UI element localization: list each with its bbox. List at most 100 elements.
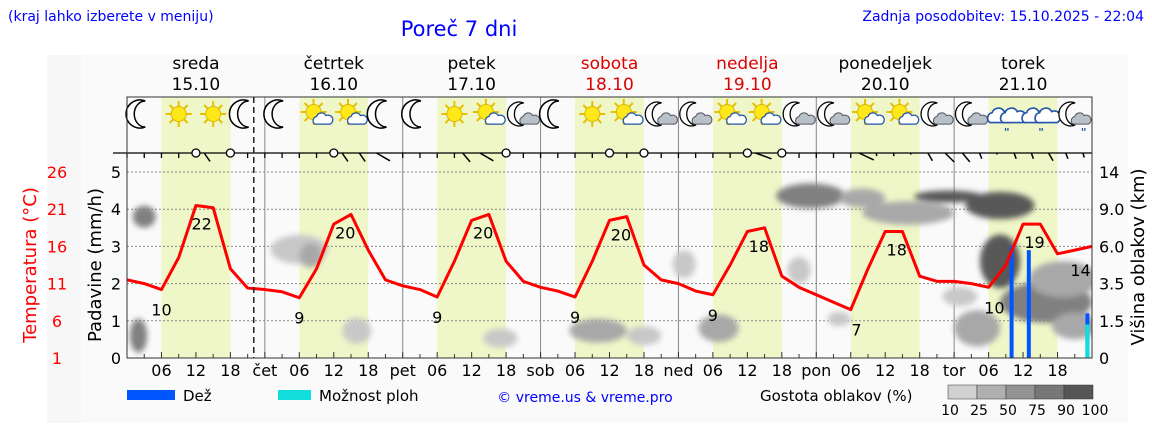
wind-barb bbox=[927, 152, 934, 162]
wind-calm-marker bbox=[191, 148, 201, 158]
colorbar-swatch bbox=[1034, 384, 1065, 400]
cloud-patch bbox=[954, 310, 1001, 347]
day-date: 15.10 bbox=[172, 75, 221, 95]
temp-extreme-label: 9 bbox=[432, 308, 442, 327]
x-tick-label: 12 bbox=[461, 361, 481, 380]
day-name: torek bbox=[1001, 54, 1045, 74]
legend-rain-swatch bbox=[127, 390, 175, 400]
cloud-patch bbox=[1028, 260, 1092, 298]
day-name: sreda bbox=[172, 54, 219, 74]
cloud-height-tick: 3.5 bbox=[1099, 275, 1124, 294]
temp-extreme-label: 7 bbox=[851, 321, 861, 340]
rain-drops-icon: " bbox=[1038, 126, 1044, 139]
colorbar-tick: 100 bbox=[1082, 403, 1109, 419]
cloud-patch bbox=[342, 317, 372, 344]
cloud-patch bbox=[569, 318, 627, 343]
cloud-height-tick: 1.5 bbox=[1099, 312, 1124, 331]
wind-barb bbox=[961, 152, 971, 163]
x-tick-label: 12 bbox=[324, 361, 344, 380]
x-tick-label: 18 bbox=[1047, 361, 1067, 380]
day-date: 21.10 bbox=[999, 75, 1048, 95]
rain-drops-icon: " bbox=[1004, 126, 1010, 139]
cloud-patch bbox=[913, 190, 983, 203]
temperature-line bbox=[126, 203, 1093, 312]
wind-calm-marker bbox=[742, 148, 753, 158]
daylight-band bbox=[712, 97, 782, 358]
daylight-band bbox=[850, 97, 920, 358]
x-tick-label: 12 bbox=[737, 361, 757, 380]
precip-tick: 5 bbox=[111, 163, 121, 182]
temp-tick: 16 bbox=[47, 237, 67, 256]
temperature-axis-title: Temperatura (°C) bbox=[20, 187, 41, 344]
rain-drops-icon: " bbox=[1081, 126, 1087, 139]
cloud-height-tick: 6.0 bbox=[1099, 237, 1124, 256]
temp-extreme-label: 9 bbox=[570, 308, 580, 327]
weather-icons: " " " bbox=[125, 98, 1092, 139]
cloud-patch bbox=[787, 257, 811, 284]
legend-cloud-density-label: Gostota oblakov (%) bbox=[760, 387, 913, 405]
daylight-band bbox=[575, 97, 644, 358]
x-tick-label: 18 bbox=[634, 361, 654, 380]
wind-barb bbox=[892, 152, 895, 157]
wind-barb bbox=[462, 152, 471, 163]
temp-extreme-label: 14 bbox=[1070, 261, 1090, 280]
temp-tick: 6 bbox=[52, 312, 62, 331]
region-note[interactable]: (kraj lahko izberete v meniju) bbox=[8, 9, 214, 25]
precipitation-bars bbox=[1009, 246, 1090, 358]
wind-barb bbox=[755, 152, 772, 160]
temp-tick: 11 bbox=[47, 275, 67, 294]
wind-calm-marker bbox=[225, 148, 236, 158]
cloud-patch bbox=[672, 250, 696, 279]
temp-tick: 26 bbox=[47, 163, 67, 182]
wind-barb bbox=[1030, 152, 1035, 160]
colorbar-swatch bbox=[947, 384, 978, 400]
x-tick-label: 12 bbox=[875, 361, 895, 380]
x-tick-label: 06 bbox=[978, 361, 998, 380]
temp-extreme-label: 20 bbox=[335, 223, 355, 242]
cloud-patch bbox=[827, 311, 851, 327]
day-date: 16.10 bbox=[309, 75, 358, 95]
daylight-band bbox=[437, 97, 507, 358]
wind-barb bbox=[978, 152, 983, 160]
last-update: Zadnja posodobitev: 15.10.2025 - 22:04 bbox=[862, 9, 1144, 25]
temp-extreme-label: 10 bbox=[984, 298, 1004, 317]
temp-extreme-label: 9 bbox=[708, 306, 718, 325]
day-name: sobota bbox=[581, 54, 639, 74]
x-tick-label: 12 bbox=[1013, 361, 1033, 380]
x-tick-label: 06 bbox=[565, 361, 585, 380]
x-tick-label: 06 bbox=[703, 361, 723, 380]
moon-cloud-rain-icon: " bbox=[1058, 101, 1092, 139]
cloud-patch bbox=[839, 188, 886, 208]
cloud-patch bbox=[698, 314, 739, 343]
wind-calm-marker bbox=[501, 148, 511, 158]
cloud-patch bbox=[965, 191, 1035, 220]
wind-barb bbox=[376, 152, 391, 162]
x-tick-label: 12 bbox=[599, 361, 619, 380]
copyright-link[interactable]: © vreme.us & vreme.pro bbox=[497, 390, 672, 406]
x-tick-label: sob bbox=[526, 361, 554, 380]
colorbar-tick: 25 bbox=[970, 403, 988, 419]
cloud-density-colorbar: 10 25 50 75 90 100 bbox=[941, 384, 1109, 419]
cloud-patch bbox=[132, 205, 156, 228]
wind-calm-marker bbox=[604, 148, 615, 158]
temp-tick: 1 bbox=[52, 349, 62, 368]
day-name: nedelja bbox=[716, 54, 778, 74]
x-tick-label: 18 bbox=[220, 361, 240, 380]
temp-extreme-label: 18 bbox=[887, 241, 907, 260]
cloud-patch bbox=[626, 326, 662, 346]
day-bands bbox=[161, 97, 1058, 358]
rain-bar bbox=[1009, 246, 1014, 358]
temp-extreme-label: 22 bbox=[191, 214, 211, 233]
x-tick-label: 18 bbox=[772, 361, 792, 380]
colorbar-tick: 90 bbox=[1057, 403, 1075, 419]
cloud-patch bbox=[1051, 312, 1092, 340]
x-tick-label: 18 bbox=[496, 361, 516, 380]
temp-tick: 21 bbox=[47, 200, 67, 219]
precip-axis-title: Padavine (mm/h) bbox=[85, 188, 106, 342]
rain-bar bbox=[1026, 250, 1031, 358]
day-date: 19.10 bbox=[723, 75, 772, 95]
